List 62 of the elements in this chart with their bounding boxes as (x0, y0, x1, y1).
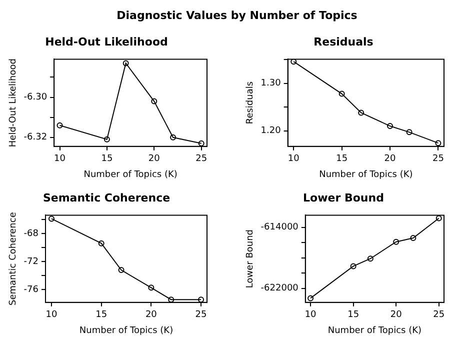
y-tick-label: -76 (24, 285, 39, 296)
y-axis-title: Lower Bound (246, 229, 256, 288)
x-tick-label: 20 (384, 154, 396, 164)
x-tick-label: 15 (348, 310, 360, 320)
x-tick-label: 20 (148, 154, 160, 164)
x-tick-label: 10 (304, 310, 317, 320)
x-tick-label: 25 (195, 310, 207, 320)
point (168, 296, 174, 302)
y-axis-title: Held-Out Likelihood (8, 58, 19, 148)
point (122, 60, 129, 66)
y-tick-label: 1.30 (260, 78, 282, 89)
point (393, 238, 400, 245)
x-tick-label: 15 (96, 310, 108, 320)
point (98, 240, 104, 246)
x-tick-label: 20 (145, 310, 158, 320)
y-tick-label: -6.32 (24, 132, 48, 143)
point (308, 295, 314, 302)
y-tick-label: 1.20 (260, 126, 282, 136)
x-axis-title: Number of Topics (K) (84, 170, 178, 180)
x-axis-title: Number of Topics (K) (79, 326, 174, 336)
point (198, 140, 204, 146)
x-tick-label: 15 (101, 154, 113, 164)
point (410, 235, 416, 242)
y-tick-label: -622000 (260, 284, 299, 294)
y-tick-label: -68 (24, 228, 39, 239)
x-tick-label: 10 (54, 154, 66, 164)
x-tick-label: 10 (288, 154, 300, 164)
point (170, 134, 176, 140)
chart-title: Residuals (314, 35, 374, 48)
point (290, 59, 297, 65)
point (436, 215, 442, 222)
x-axis-title: Number of Topics (K) (319, 170, 413, 180)
point (367, 256, 374, 262)
y-axis-title: Residuals (246, 81, 256, 124)
point (118, 267, 124, 274)
point (350, 263, 356, 270)
y-tick-label: -6.30 (24, 92, 48, 103)
x-tick-label: 25 (433, 310, 445, 320)
point (198, 296, 204, 302)
point (435, 140, 442, 146)
chart-title: Held-Out Likelihood (45, 35, 168, 48)
x-tick-label: 25 (196, 154, 208, 164)
text: Diagnostic Values by Number of Topics (116, 8, 358, 22)
chart-title: Semantic Coherence (42, 191, 170, 204)
point (56, 122, 63, 128)
x-tick-label: 10 (46, 310, 58, 320)
y-tick-label: -72 (24, 256, 38, 267)
point (406, 129, 412, 136)
point (387, 123, 394, 130)
y-axis-title: Semantic Coherence (8, 212, 19, 306)
x-tick-label: 25 (432, 154, 444, 164)
y-tick-label: -614000 (260, 222, 299, 233)
point (338, 90, 345, 97)
point (151, 98, 158, 104)
x-tick-label: 20 (390, 310, 402, 320)
point (148, 284, 154, 291)
x-tick-label: 15 (336, 154, 348, 164)
point (358, 110, 364, 116)
point (104, 136, 110, 142)
x-axis-title: Number of Topics (K) (328, 326, 422, 336)
point (48, 216, 54, 222)
chart-title: Lower Bound (303, 191, 384, 204)
